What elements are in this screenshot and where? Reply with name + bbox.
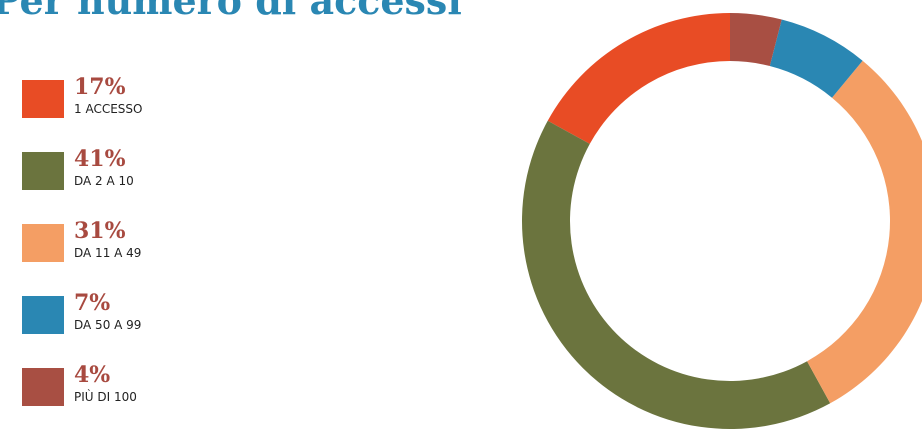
legend-label: 1 ACCESSO: [74, 102, 143, 116]
donut-slice-3: [807, 60, 922, 404]
legend-percentage: 31%: [74, 218, 126, 244]
legend-swatch: [22, 80, 64, 118]
legend-percentage: 17%: [74, 74, 126, 100]
donut-slice-5: [730, 13, 782, 67]
legend-swatch: [22, 368, 64, 406]
legend-label: DA 2 A 10: [74, 174, 134, 188]
donut-slice-4: [769, 19, 863, 98]
legend-label: DA 50 A 99: [74, 318, 142, 332]
legend-swatch: [22, 224, 64, 262]
legend-percentage: 4%: [74, 362, 111, 388]
legend-label: PIÙ DI 100: [74, 390, 137, 404]
legend-swatch: [22, 152, 64, 190]
chart-title: Per numero di accessi: [0, 0, 462, 23]
legend-swatch: [22, 296, 64, 334]
legend-label: DA 11 A 49: [74, 246, 142, 260]
donut-slice-1: [547, 13, 730, 144]
legend-percentage: 41%: [74, 146, 126, 172]
donut-slice-2: [522, 120, 831, 430]
legend-percentage: 7%: [74, 290, 111, 316]
